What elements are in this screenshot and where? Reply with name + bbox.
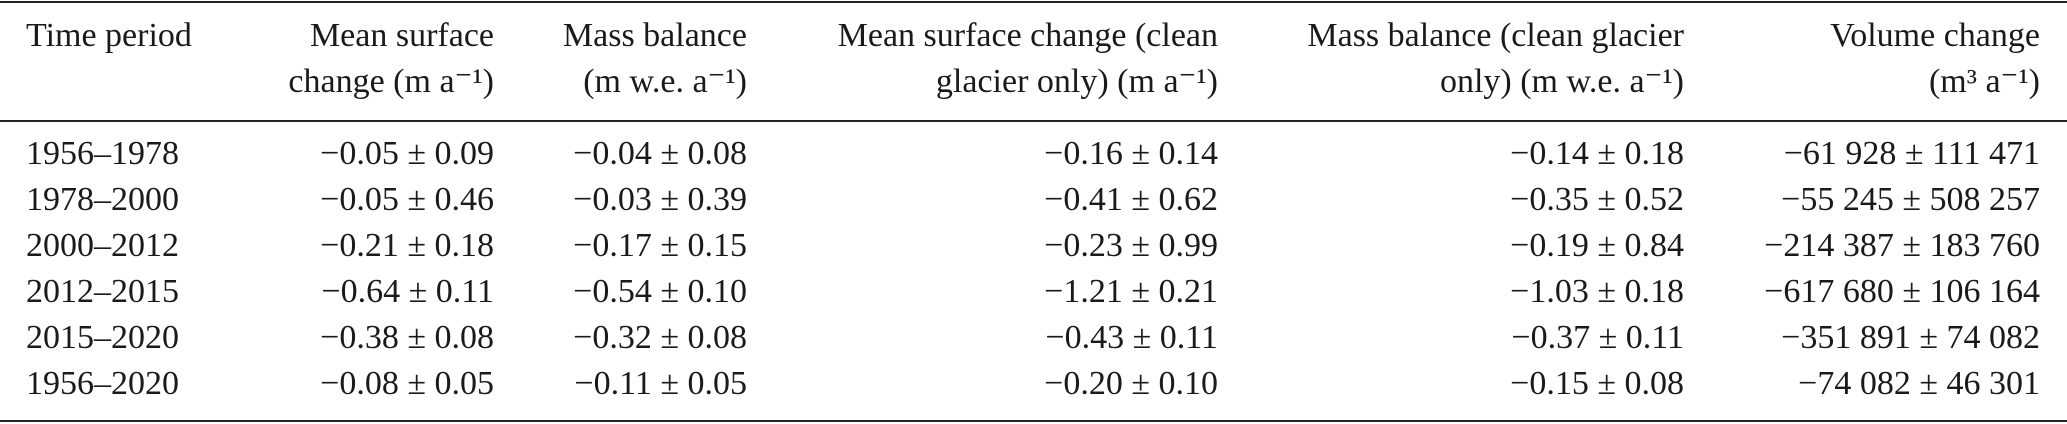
value-cell: −0.43 ± 0.11 <box>1045 319 1218 356</box>
header-cell: change (m a⁻¹) <box>288 63 494 100</box>
value-cell: −0.21 ± 0.18 <box>320 227 494 264</box>
value-cell: −0.14 ± 0.18 <box>1510 135 1684 172</box>
value-cell: −0.19 ± 0.84 <box>1510 227 1684 264</box>
top-rule <box>0 1 2067 3</box>
value-cell: −74 082 ± 46 301 <box>1798 365 2040 402</box>
value-cell: −1.21 ± 0.21 <box>1044 273 1218 310</box>
value-cell: −617 680 ± 106 164 <box>1764 273 2040 310</box>
header-cell: (m w.e. a⁻¹) <box>583 63 747 100</box>
value-cell: −0.38 ± 0.08 <box>320 319 494 356</box>
header-cell: Mean surface <box>309 17 494 54</box>
value-cell: −1.03 ± 0.18 <box>1510 273 1684 310</box>
value-cell: −61 928 ± 111 471 <box>1783 135 2040 172</box>
header-cell: only) (m w.e. a⁻¹) <box>1439 63 1684 100</box>
header-cell: glacier only) (m a⁻¹) <box>935 63 1218 100</box>
value-cell: −0.05 ± 0.46 <box>320 181 494 218</box>
value-cell: −0.35 ± 0.52 <box>1510 181 1684 218</box>
header-cell: Time period <box>26 17 192 54</box>
value-cell: −0.54 ± 0.10 <box>573 273 747 310</box>
value-cell: −0.15 ± 0.08 <box>1510 365 1684 402</box>
value-cell: −0.17 ± 0.15 <box>573 227 747 264</box>
value-cell: −0.03 ± 0.39 <box>573 181 747 218</box>
value-cell: −0.04 ± 0.08 <box>573 135 747 172</box>
header-cell: Mass balance (clean glacier <box>1307 17 1684 54</box>
value-cell: −0.32 ± 0.08 <box>573 319 747 356</box>
header-cell: Volume change <box>1830 17 2040 54</box>
value-cell: −0.11 ± 0.05 <box>574 365 747 402</box>
bottom-rule <box>0 420 2067 422</box>
value-cell: −0.64 ± 0.11 <box>321 273 494 310</box>
value-cell: −0.05 ± 0.09 <box>320 135 494 172</box>
header-cell: (m³ a⁻¹) <box>1928 63 2040 100</box>
value-cell: −0.08 ± 0.05 <box>320 365 494 402</box>
period-cell: 2000–2012 <box>26 227 179 264</box>
period-cell: 2015–2020 <box>26 319 179 356</box>
header-rule <box>0 120 2067 122</box>
value-cell: −0.16 ± 0.14 <box>1044 135 1218 172</box>
value-cell: −214 387 ± 183 760 <box>1764 227 2040 264</box>
value-cell: −351 891 ± 74 082 <box>1781 319 2040 356</box>
period-cell: 1956–2020 <box>26 365 179 402</box>
value-cell: −0.41 ± 0.62 <box>1044 181 1218 218</box>
header-cell: Mass balance <box>562 17 747 54</box>
period-cell: 1956–1978 <box>26 135 179 172</box>
value-cell: −0.20 ± 0.10 <box>1044 365 1218 402</box>
value-cell: −0.23 ± 0.99 <box>1044 227 1218 264</box>
value-cell: −55 245 ± 508 257 <box>1781 181 2040 218</box>
header-cell: Mean surface change (clean <box>837 17 1218 54</box>
period-cell: 2012–2015 <box>26 273 179 310</box>
period-cell: 1978–2000 <box>26 181 179 218</box>
value-cell: −0.37 ± 0.11 <box>1511 319 1684 356</box>
